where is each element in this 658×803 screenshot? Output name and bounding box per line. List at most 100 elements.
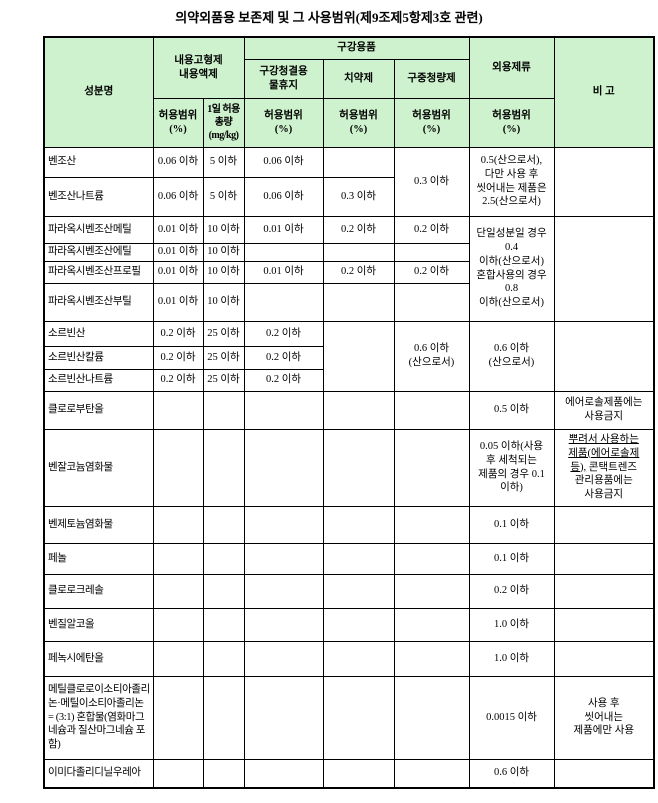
cell-component: 벤조산 bbox=[43, 146, 154, 178]
cell-component: 소르빈산나트륨 bbox=[43, 368, 154, 392]
cell-freshener-range: 0.2 이하 bbox=[393, 215, 470, 244]
empty-cell bbox=[322, 573, 395, 609]
cell-external-range: 단일성분일 경우 0.4 이하(산으로서) 혼합사용의 경우 0.8 이하(산으… bbox=[468, 215, 555, 322]
empty-cell bbox=[152, 390, 204, 430]
empty-cell bbox=[393, 390, 470, 430]
cell-external-range: 0.0015 이하 bbox=[468, 675, 555, 760]
empty-cell bbox=[322, 320, 395, 392]
cell-component: 클로로크레솔 bbox=[43, 573, 154, 609]
table-row: 소르빈산 0.2 이하 25 이하 0.2 이하 0.6 이하 (산으로서) 0… bbox=[43, 320, 655, 392]
table-row: 페녹시에탄올 1.0 이하 bbox=[43, 640, 655, 677]
cell-external-range: 0.6 이하 bbox=[468, 758, 555, 789]
empty-cell bbox=[243, 758, 324, 789]
cell-toothpaste-range: 0.2 이하 bbox=[322, 215, 395, 244]
cell-wipes-range: 0.2 이하 bbox=[243, 320, 324, 347]
empty-cell bbox=[152, 607, 204, 642]
empty-cell bbox=[152, 758, 204, 789]
cell-internal-range: 0.01 이하 bbox=[152, 282, 204, 322]
cell-daily-total: 10 이하 bbox=[202, 242, 245, 262]
cell-external-range: 0.05 이하(사용 후 세척되는 제품의 경우 0.1 이하) bbox=[468, 428, 555, 507]
empty-cell bbox=[322, 390, 395, 430]
header-component: 성분명 bbox=[43, 36, 154, 148]
cell-component: 클로로부탄올 bbox=[43, 390, 154, 430]
empty-cell bbox=[202, 758, 245, 789]
empty-cell bbox=[322, 542, 395, 575]
empty-cell bbox=[152, 428, 204, 507]
empty-cell bbox=[322, 146, 395, 178]
table-row: 파라옥시벤조산프로필 0.01 이하 10 이하 0.01 이하 0.2 이하 … bbox=[43, 260, 654, 284]
cell-internal-range: 0.01 이하 bbox=[152, 242, 204, 262]
header-row-units: 허용범위 (%) 1일 허용 총량 (mg/kg) 허용범위 (%) 허용범위 … bbox=[44, 97, 654, 148]
empty-cell bbox=[393, 640, 470, 677]
cell-wipes-range: 0.01 이하 bbox=[243, 260, 324, 284]
table-row: 이미다졸리디닐우레아 0.6 이하 bbox=[43, 758, 655, 789]
cell-external-range: 0.1 이하 bbox=[468, 542, 555, 575]
empty-cell bbox=[243, 428, 324, 507]
table-row: 클로로부탄올 0.5 이하 에어로솔제품에는 사용금지 bbox=[43, 390, 655, 430]
empty-cell bbox=[553, 542, 655, 575]
table-row: 클로로크레솔 0.2 이하 bbox=[43, 573, 655, 609]
cell-external-range: 0.5 이하 bbox=[468, 390, 555, 430]
empty-cell bbox=[553, 146, 655, 217]
cell-internal-range: 0.2 이하 bbox=[152, 345, 204, 370]
cell-component: 소르빈산칼륨 bbox=[43, 345, 154, 370]
cell-wipes-range: 0.06 이하 bbox=[243, 146, 324, 178]
remark-underlined-text: 뿌려서 사용하는 제품(에어로솔제 등), bbox=[568, 433, 640, 473]
empty-cell bbox=[322, 282, 395, 322]
cell-component: 벤조산나트륨 bbox=[43, 176, 154, 217]
header-daily-total: 1일 허용 총량 (mg/kg) bbox=[202, 97, 245, 148]
empty-cell bbox=[243, 542, 324, 575]
cell-remark: 뿌려서 사용하는 제품(에어로솔제 등), 콘택트렌즈 관리용품에는 사용금지 bbox=[553, 428, 655, 507]
cell-component: 파라옥시벤조산프로필 bbox=[43, 260, 154, 284]
page-title: 의약외품용 보존제 및 그 사용범위(제9조제5항제3호 관련) bbox=[175, 10, 483, 25]
cell-remark: 사용 후 씻어내는 제품에만 사용 bbox=[553, 675, 655, 760]
empty-cell bbox=[553, 215, 655, 322]
empty-cell bbox=[152, 675, 204, 760]
header-range-toothpaste: 허용범위 (%) bbox=[322, 97, 395, 148]
table-row: 파라옥시벤조산에틸 0.01 이하 10 이하 bbox=[43, 242, 654, 262]
empty-cell bbox=[393, 428, 470, 507]
header-row-groups: 성분명 내용고형제 내용액제 구강용품 외용제류 비 고 bbox=[43, 36, 655, 148]
header-range-wipes: 허용범위 (%) bbox=[243, 97, 324, 148]
empty-cell bbox=[152, 542, 204, 575]
cell-component: 벤제토늄염화물 bbox=[43, 505, 154, 544]
cell-internal-range: 0.2 이하 bbox=[152, 368, 204, 392]
empty-cell bbox=[553, 573, 655, 609]
cell-daily-total: 5 이하 bbox=[202, 146, 245, 178]
cell-component: 페놀 bbox=[43, 542, 154, 575]
empty-cell bbox=[243, 640, 324, 677]
cell-toothpaste-range: 0.3 이하 bbox=[322, 176, 395, 217]
cell-wipes-range: 0.06 이하 bbox=[243, 176, 324, 217]
empty-cell bbox=[152, 640, 204, 677]
empty-cell bbox=[553, 320, 655, 392]
empty-cell bbox=[243, 282, 324, 322]
cell-toothpaste-range: 0.2 이하 bbox=[322, 260, 395, 284]
empty-cell bbox=[393, 505, 470, 544]
empty-cell bbox=[243, 505, 324, 544]
table-row: 벤조산 0.06 이하 5 이하 0.06 이하 0.3 이하 0.5(산으로서… bbox=[43, 146, 655, 217]
cell-component: 페녹시에탄올 bbox=[43, 640, 154, 677]
cell-daily-total: 5 이하 bbox=[202, 176, 245, 217]
empty-cell bbox=[202, 675, 245, 760]
header-remark: 비 고 bbox=[553, 36, 655, 148]
cell-component: 파라옥시벤조산부틸 bbox=[43, 282, 154, 322]
empty-cell bbox=[243, 390, 324, 430]
cell-remark: 에어로솔제품에는 사용금지 bbox=[553, 390, 655, 430]
cell-component: 벤질알코올 bbox=[43, 607, 154, 642]
empty-cell bbox=[553, 607, 655, 642]
table-row: 벤잘코늄염화물 0.05 이하(사용 후 세척되는 제품의 경우 0.1 이하)… bbox=[43, 428, 655, 507]
cell-component: 소르빈산 bbox=[43, 320, 154, 347]
cell-daily-total: 25 이하 bbox=[202, 368, 245, 392]
header-range-external: 허용범위 (%) bbox=[468, 97, 555, 148]
empty-cell bbox=[393, 675, 470, 760]
header-wipes: 구강청결용 물휴지 bbox=[243, 58, 324, 99]
cell-wipes-range: 0.01 이하 bbox=[243, 215, 324, 244]
cell-freshener-range: 0.6 이하 (산으로서) bbox=[393, 320, 470, 392]
header-range-internal: 허용범위 (%) bbox=[152, 97, 204, 148]
cell-freshener-range: 0.2 이하 bbox=[393, 260, 470, 284]
cell-external-range: 0.5(산으로서), 다만 사용 후 씻어내는 제품은 2.5(산으로서) bbox=[468, 146, 555, 217]
table-row: 벤제토늄염화물 0.1 이하 bbox=[43, 505, 655, 544]
table-row: 소르빈산칼륨 0.2 이하 25 이하 0.2 이하 bbox=[43, 345, 654, 370]
cell-internal-range: 0.06 이하 bbox=[152, 146, 204, 178]
cell-component: 메틸클로로이소티아졸리논·메틸이소티아졸리논 = (3:1) 혼합물(염화마그네… bbox=[43, 675, 154, 760]
